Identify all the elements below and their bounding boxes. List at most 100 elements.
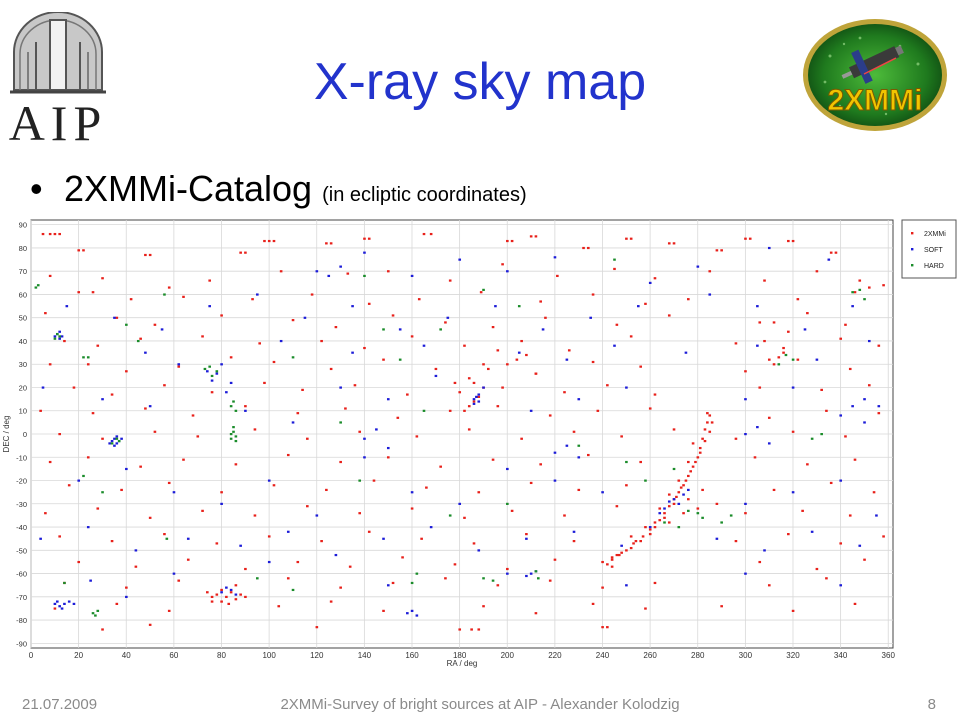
data-point-2xmmi (767, 584, 771, 587)
y-tick-label: 20 (19, 383, 27, 392)
data-point-soft (229, 588, 233, 592)
data-point-2xmmi (706, 421, 709, 424)
data-point-hard (517, 305, 521, 308)
x-axis-label: RA / deg (447, 659, 478, 668)
data-point-2xmmi (244, 405, 247, 408)
data-point-2xmmi (182, 295, 185, 298)
data-point-soft (744, 398, 747, 401)
data-point-2xmmi (434, 367, 438, 371)
data-point-2xmmi (577, 488, 581, 492)
data-point-soft (225, 391, 228, 394)
data-point-2xmmi (44, 512, 47, 515)
data-point-hard (625, 460, 628, 464)
data-point-2xmmi (163, 384, 166, 387)
data-point-2xmmi (529, 235, 533, 238)
data-point-hard (232, 400, 235, 403)
data-point-soft (756, 344, 759, 347)
chart-legend: 2XMMi SOFT HARD (901, 219, 957, 279)
data-point-2xmmi (644, 302, 647, 305)
data-point-2xmmi (320, 339, 323, 343)
data-point-2xmmi (96, 344, 100, 347)
footer-text: 2XMMi-Survey of bright sources at AIP - … (280, 696, 680, 713)
data-point-2xmmi (101, 277, 104, 280)
data-point-2xmmi (58, 535, 61, 538)
data-point-2xmmi (582, 246, 585, 250)
data-point-2xmmi (472, 381, 476, 385)
data-point-soft (63, 602, 66, 606)
data-point-2xmmi (458, 391, 462, 394)
x-tick-label: 140 (358, 651, 372, 660)
data-point-2xmmi (525, 533, 528, 536)
data-point-2xmmi (848, 514, 852, 517)
data-point-2xmmi (329, 242, 333, 245)
data-point-2xmmi (115, 602, 119, 606)
data-point-hard (232, 426, 235, 429)
x-tick-label: 120 (310, 651, 324, 660)
xmm-logo-text: 2XMMi (827, 84, 922, 117)
data-point-2xmmi (467, 405, 471, 408)
data-point-soft (744, 502, 747, 505)
data-point-2xmmi (448, 409, 452, 412)
data-point-soft (363, 456, 366, 459)
data-point-soft (172, 491, 176, 494)
data-point-2xmmi (744, 370, 747, 373)
data-point-2xmmi (839, 337, 843, 340)
data-point-2xmmi (325, 242, 328, 245)
data-point-2xmmi (382, 609, 385, 612)
data-point-hard (210, 374, 214, 378)
data-point-soft (291, 421, 295, 424)
data-point-2xmmi (653, 393, 657, 396)
data-point-soft (472, 398, 476, 401)
data-point-soft (572, 530, 576, 533)
data-point-soft (160, 328, 164, 331)
data-point-2xmmi (329, 367, 333, 371)
data-point-soft (315, 270, 319, 273)
data-point-2xmmi (853, 602, 857, 606)
data-point-hard (415, 572, 419, 575)
data-point-soft (613, 344, 616, 347)
data-point-hard (696, 512, 700, 515)
data-point-2xmmi (344, 407, 347, 410)
data-point-2xmmi (363, 346, 366, 350)
data-point-2xmmi (148, 516, 152, 519)
data-point-2xmmi (53, 232, 57, 236)
data-point-2xmmi (548, 579, 552, 582)
data-point-2xmmi (825, 577, 828, 580)
data-point-2xmmi (829, 251, 833, 254)
data-point-2xmmi (86, 456, 90, 459)
data-point-2xmmi (572, 540, 576, 543)
data-point-2xmmi (867, 286, 871, 289)
data-point-2xmmi (506, 363, 509, 366)
data-point-2xmmi (506, 239, 509, 243)
data-point-2xmmi (367, 530, 371, 533)
data-point-soft (234, 593, 238, 596)
data-point-hard (784, 353, 788, 357)
x-tick-label: 60 (169, 651, 178, 660)
data-point-2xmmi (472, 400, 476, 403)
data-point-2xmmi (848, 367, 852, 371)
data-point-2xmmi (720, 249, 723, 252)
data-point-2xmmi (734, 342, 738, 345)
x-tick-label: 0 (29, 651, 34, 660)
data-point-2xmmi (77, 291, 81, 294)
data-point-2xmmi (720, 605, 723, 608)
x-tick-label: 220 (548, 651, 562, 660)
y-tick-label: -70 (16, 593, 27, 602)
data-point-soft (620, 544, 623, 547)
data-point-2xmmi (482, 605, 485, 608)
data-point-hard (448, 514, 452, 517)
data-point-soft (458, 258, 462, 261)
data-point-2xmmi (139, 465, 142, 468)
data-point-soft (553, 451, 557, 454)
data-point-2xmmi (877, 344, 881, 347)
data-point-2xmmi (410, 507, 414, 510)
data-point-2xmmi (48, 363, 52, 366)
data-point-soft (72, 602, 76, 606)
data-point-2xmmi (182, 458, 185, 461)
x-tick-label: 100 (262, 651, 276, 660)
data-point-soft (867, 339, 871, 343)
data-point-2xmmi (606, 563, 609, 566)
data-point-soft (648, 526, 652, 529)
data-point-2xmmi (806, 312, 809, 315)
data-point-hard (215, 370, 219, 373)
